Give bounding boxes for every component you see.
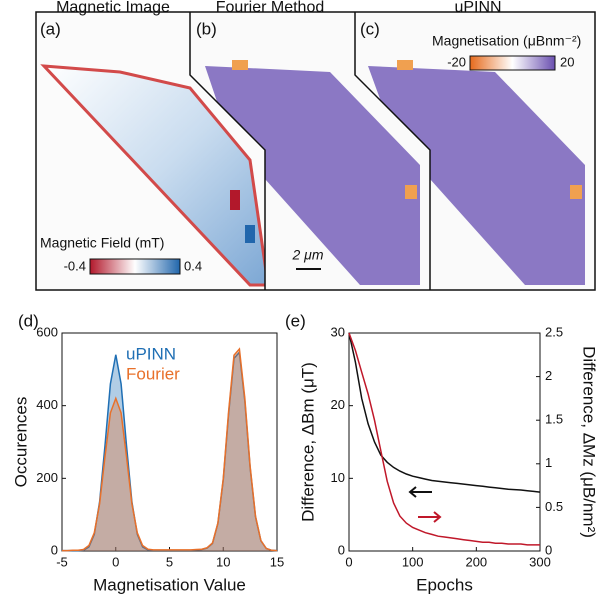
y-tick-label: 20 (331, 397, 345, 412)
legend-entry: uPINN (126, 344, 176, 363)
panel-tag: (d) (18, 311, 39, 330)
y-tick-label: 200 (36, 470, 58, 485)
y2-tick-label: 0.5 (545, 499, 563, 514)
colorbar-max: 0.4 (184, 258, 202, 273)
line (348, 332, 541, 493)
panel-divider (189, 12, 266, 290)
plot-frame (348, 332, 541, 552)
y2-tick-label: 1.5 (545, 412, 563, 427)
colorbar-max: 20 (560, 54, 574, 69)
x-tick-label: 5 (166, 554, 173, 569)
panel-tag: (a) (40, 19, 61, 38)
y-tick-label: 10 (331, 470, 345, 485)
y2-tick-label: 1 (545, 455, 552, 470)
y-tick-label: 0 (338, 542, 345, 557)
x-tick-label: 200 (465, 554, 487, 569)
y2-tick-label: 2 (545, 368, 552, 383)
image-frame (35, 11, 596, 291)
x-tick-label: 0 (345, 554, 352, 569)
y-axis-title: Difference, ΔBm (μT) (298, 362, 317, 522)
line (62, 347, 278, 552)
line (348, 332, 540, 546)
scale-bar-label: 2 μm (291, 247, 323, 263)
colorbar-label: Magnetisation (μBnm⁻²) (432, 33, 581, 49)
y-tick-label: 400 (36, 397, 58, 412)
panel-title: Fourier Method (216, 0, 325, 16)
colorbar-min: -20 (447, 54, 466, 69)
x-tick-label: 100 (402, 554, 424, 569)
x-tick-label: 10 (216, 554, 230, 569)
panel-tag: (b) (196, 19, 217, 38)
arrow (408, 486, 432, 498)
x-tick-label: -5 (56, 554, 68, 569)
y-axis-title: Occurences (11, 397, 30, 488)
panel-title: uPINN (454, 0, 501, 16)
x-tick-label: 0 (112, 554, 119, 569)
y2-axis-title: Difference, ΔMz (μB/nm²) (580, 346, 599, 538)
x-tick-label: 300 (529, 554, 551, 569)
magnetisation-colorbar (469, 55, 556, 71)
y-tick-label: 30 (331, 324, 345, 339)
x-tick-label: 15 (270, 554, 284, 569)
x-axis-title: Epochs (416, 575, 473, 594)
y2-tick-label: 2.5 (545, 324, 563, 339)
panel-title: Magnetic Image (56, 0, 170, 16)
legend-entry: Fourier (126, 364, 180, 383)
colorbar-label: Magnetic Field (mT) (40, 235, 164, 251)
y-tick-label: 600 (36, 324, 58, 339)
area (62, 352, 277, 551)
y-tick-label: 0 (51, 542, 58, 557)
arrow (418, 511, 442, 523)
panel-tag: (c) (360, 19, 380, 38)
y2-tick-label: 0 (545, 542, 552, 557)
x-axis-title: Magnetisation Value (93, 575, 246, 594)
panel-tag: (e) (285, 311, 306, 330)
colorbar-min: -0.4 (64, 258, 86, 273)
field-colorbar (89, 258, 181, 275)
panel-divider (354, 12, 431, 290)
